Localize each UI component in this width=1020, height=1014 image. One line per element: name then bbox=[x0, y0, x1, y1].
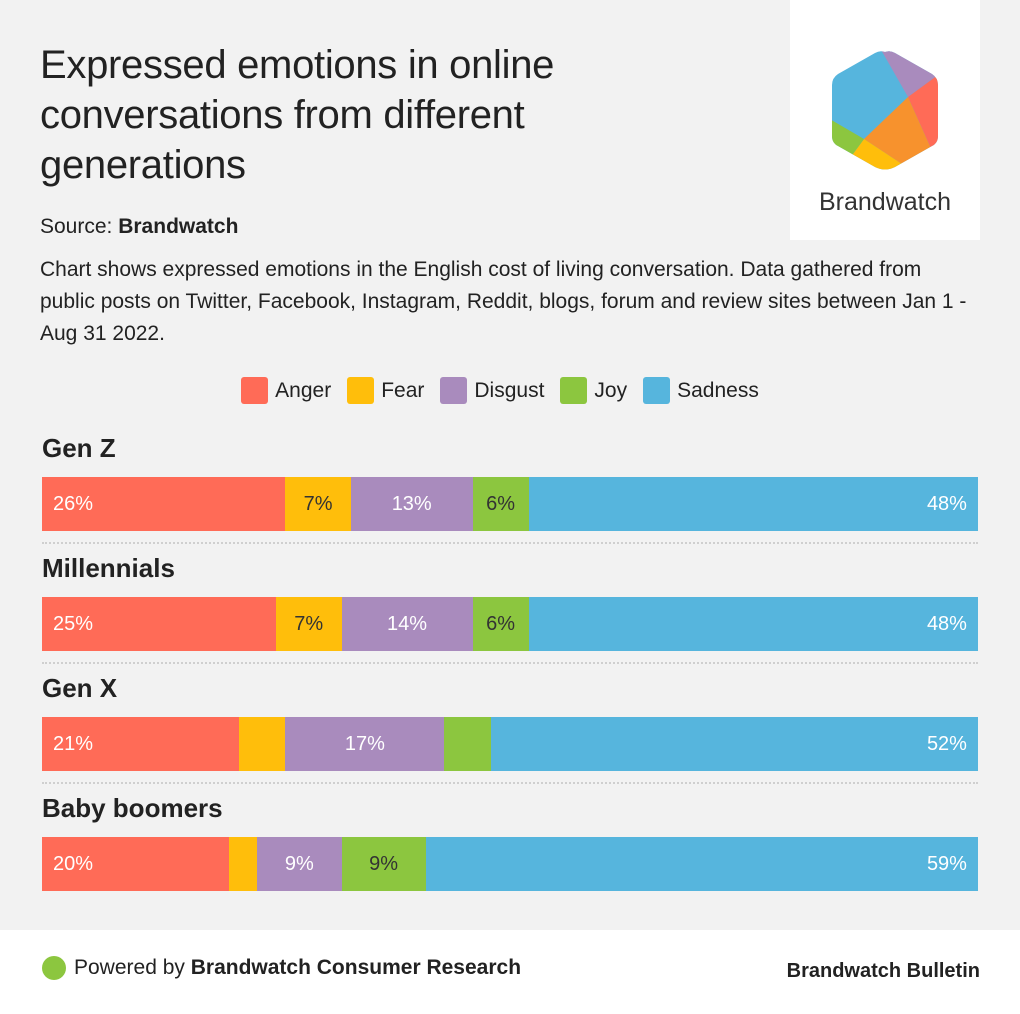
bar-row: 20% 9% 9% 59% bbox=[42, 837, 978, 891]
bar-segment-fear: 7% bbox=[276, 597, 342, 651]
bar-segment-anger: 20% bbox=[42, 837, 230, 891]
data-label: 6% bbox=[486, 492, 516, 515]
bar-segment-disgust: 14% bbox=[341, 597, 473, 651]
legend-label: Disgust bbox=[474, 378, 545, 402]
data-label: 26% bbox=[53, 492, 94, 515]
legend-label: Joy bbox=[594, 378, 628, 402]
legend-swatch bbox=[560, 377, 588, 404]
category-label: Baby boomers bbox=[42, 793, 223, 823]
legend-label: Sadness bbox=[677, 378, 759, 402]
bar-segment-joy: 6% bbox=[472, 477, 529, 531]
legend-swatch bbox=[241, 377, 269, 404]
bar-segment-anger: 21% bbox=[42, 717, 239, 771]
data-label: 17% bbox=[344, 732, 385, 755]
data-label: 6% bbox=[486, 612, 516, 635]
source-line: Source: Brandwatch bbox=[40, 215, 238, 239]
bar-segment-sadness: 48% bbox=[528, 477, 978, 531]
brandwatch-hexagon-logo-icon bbox=[832, 51, 938, 170]
legend-label: Anger bbox=[275, 378, 332, 402]
data-label: 7% bbox=[303, 492, 333, 515]
legend-item-anger: Anger bbox=[241, 377, 331, 404]
row-divider bbox=[42, 542, 978, 544]
source-label: Source: bbox=[40, 215, 113, 238]
bar-segment-disgust: 17% bbox=[285, 717, 445, 771]
source-value: Brandwatch bbox=[118, 215, 239, 238]
bar-row: 26% 7% 13% 6% 48% bbox=[42, 477, 978, 531]
powered-prefix: Powered by bbox=[74, 956, 185, 979]
data-label: 13% bbox=[391, 492, 432, 515]
powered-name: Brandwatch Consumer Research bbox=[190, 956, 522, 979]
data-label: 52% bbox=[926, 732, 967, 755]
legend-label: Fear bbox=[381, 378, 425, 402]
legend-item-sadness: Sadness bbox=[643, 377, 759, 404]
legend: Anger Fear Disgust Joy Sadness bbox=[0, 377, 1000, 404]
legend-item-fear: Fear bbox=[347, 377, 424, 404]
data-label: 48% bbox=[926, 612, 967, 635]
legend-swatch bbox=[643, 377, 671, 404]
bar-segment-joy bbox=[444, 717, 492, 771]
bar-segment-joy: 9% bbox=[341, 837, 426, 891]
data-label: 20% bbox=[53, 852, 94, 875]
chart-description: Chart shows expressed emotions in the En… bbox=[40, 258, 967, 345]
green-dot-icon bbox=[42, 956, 66, 980]
row-divider bbox=[42, 662, 978, 664]
bar-row: 25% 7% 14% 6% 48% bbox=[42, 597, 978, 651]
bar-segment-fear: 7% bbox=[285, 477, 351, 531]
footer-brand: Brandwatch Bulletin bbox=[786, 960, 980, 982]
category-label: Gen X bbox=[42, 673, 118, 703]
legend-swatch bbox=[440, 377, 468, 404]
legend-swatch bbox=[347, 377, 375, 404]
data-label: 21% bbox=[53, 732, 94, 755]
data-label: 48% bbox=[926, 492, 967, 515]
bar-row: 21% 17% 52% bbox=[42, 717, 978, 771]
data-label: 9% bbox=[284, 852, 314, 875]
data-label: 59% bbox=[926, 852, 967, 875]
data-label: 25% bbox=[53, 612, 94, 635]
legend-item-joy: Joy bbox=[560, 377, 627, 404]
brandwatch-logo: Brandwatch bbox=[790, 0, 980, 240]
powered-by: Powered by Brandwatch Consumer Research bbox=[74, 956, 521, 980]
bar-segment-anger: 26% bbox=[42, 477, 286, 531]
bar-segment-sadness: 48% bbox=[528, 597, 978, 651]
footer: Powered by Brandwatch Consumer Research … bbox=[0, 930, 1020, 1014]
bar-segment-joy: 6% bbox=[472, 597, 529, 651]
bar-segment-disgust: 13% bbox=[350, 477, 473, 531]
data-label: 14% bbox=[387, 612, 428, 635]
data-label: 9% bbox=[369, 852, 399, 875]
bar-segment-sadness: 59% bbox=[425, 837, 978, 891]
row-divider bbox=[42, 782, 978, 784]
chart-title: Expressed emotions in online conversatio… bbox=[40, 43, 555, 187]
bar-segment-disgust: 9% bbox=[257, 837, 342, 891]
category-label: Gen Z bbox=[42, 433, 116, 463]
legend-item-disgust: Disgust bbox=[440, 377, 544, 404]
logo-text: Brandwatch bbox=[818, 188, 952, 216]
bar-segment-fear bbox=[238, 717, 286, 771]
bar-segment-fear bbox=[229, 837, 258, 891]
category-label: Millennials bbox=[42, 553, 175, 583]
bar-segment-sadness: 52% bbox=[491, 717, 978, 771]
data-label: 7% bbox=[294, 612, 324, 635]
bar-segment-anger: 25% bbox=[42, 597, 276, 651]
